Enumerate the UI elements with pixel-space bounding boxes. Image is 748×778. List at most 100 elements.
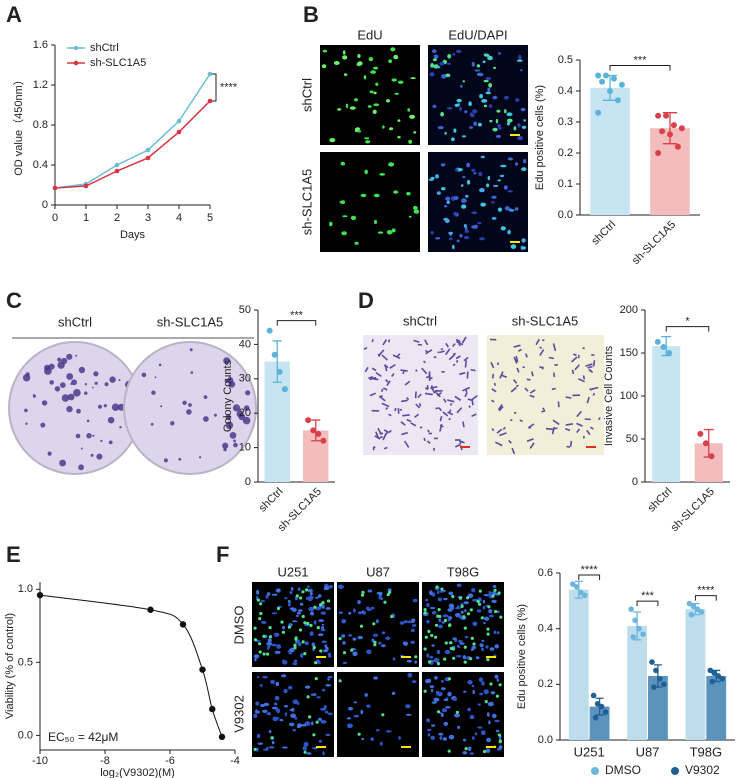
micrograph bbox=[337, 582, 419, 667]
invaded-cell bbox=[582, 375, 586, 380]
invaded-cell bbox=[423, 437, 426, 442]
cell bbox=[308, 715, 312, 719]
cell bbox=[459, 106, 462, 112]
cell bbox=[492, 96, 498, 100]
cell bbox=[388, 590, 392, 594]
invaded-cell bbox=[529, 394, 535, 398]
data-point bbox=[674, 143, 681, 150]
colony bbox=[25, 422, 28, 425]
cell bbox=[342, 661, 348, 665]
cell bbox=[295, 594, 299, 598]
cell bbox=[293, 643, 297, 647]
cell bbox=[478, 677, 483, 682]
cell bbox=[253, 747, 257, 752]
cell bbox=[299, 596, 303, 600]
cell bbox=[324, 710, 329, 714]
colony bbox=[225, 421, 234, 430]
invaded-cell bbox=[384, 446, 388, 450]
data-point bbox=[709, 678, 716, 685]
y-tick-label: 0 bbox=[245, 476, 251, 488]
cell bbox=[296, 725, 301, 729]
invaded-cell bbox=[452, 363, 456, 367]
cell bbox=[342, 215, 348, 218]
cell bbox=[320, 611, 327, 615]
cell bbox=[517, 123, 521, 128]
cell bbox=[507, 229, 511, 235]
cell bbox=[412, 598, 418, 603]
x-tick-label: -6 bbox=[165, 755, 175, 767]
cell bbox=[310, 693, 316, 696]
cell bbox=[482, 60, 486, 64]
cell bbox=[345, 103, 349, 109]
cell bbox=[464, 230, 470, 233]
y-tick-label: 0.2 bbox=[538, 678, 553, 690]
invaded-cell bbox=[525, 353, 528, 358]
cell bbox=[259, 602, 263, 606]
cell bbox=[357, 611, 363, 615]
cell bbox=[426, 603, 430, 608]
cell bbox=[482, 600, 486, 604]
colony bbox=[163, 458, 168, 463]
x-axis-label: log₂(V9302)(M) bbox=[100, 767, 175, 778]
cell bbox=[507, 118, 513, 123]
invaded-cell bbox=[448, 354, 455, 361]
cell bbox=[469, 657, 473, 661]
invaded-cell bbox=[424, 339, 429, 346]
invaded-cell bbox=[490, 362, 495, 369]
cell bbox=[449, 232, 452, 236]
cell bbox=[452, 656, 456, 660]
invaded-cell bbox=[452, 352, 456, 356]
cell bbox=[414, 660, 418, 664]
cell bbox=[342, 55, 348, 60]
colony bbox=[57, 361, 65, 369]
invaded-cell bbox=[369, 376, 377, 381]
cell bbox=[427, 660, 432, 664]
cell bbox=[342, 651, 347, 655]
colony bbox=[223, 357, 231, 365]
invaded-cell bbox=[369, 392, 377, 397]
colony bbox=[94, 381, 98, 385]
cell bbox=[266, 652, 270, 656]
cell bbox=[284, 597, 288, 600]
legend-label: DMSO bbox=[605, 763, 641, 777]
y-tick-label: 0 bbox=[632, 476, 638, 488]
cell bbox=[364, 169, 369, 175]
invaded-cell bbox=[584, 418, 591, 421]
invaded-cell bbox=[448, 409, 452, 413]
cell bbox=[463, 660, 467, 664]
cell bbox=[493, 609, 498, 614]
cell bbox=[344, 73, 348, 76]
cell bbox=[342, 50, 346, 55]
cell bbox=[329, 221, 333, 227]
cell bbox=[452, 244, 455, 250]
cell bbox=[297, 587, 301, 591]
invaded-cell bbox=[545, 427, 554, 431]
cell bbox=[518, 54, 522, 60]
cell bbox=[463, 236, 470, 240]
data-point bbox=[628, 606, 634, 612]
cell bbox=[303, 621, 307, 625]
error-bar bbox=[662, 112, 678, 145]
cell bbox=[442, 614, 449, 618]
cell bbox=[284, 712, 288, 717]
invaded-cell bbox=[454, 395, 462, 401]
cell bbox=[261, 620, 267, 625]
cell bbox=[299, 602, 304, 606]
invaded-cell bbox=[456, 340, 464, 346]
cell bbox=[453, 128, 457, 133]
cell bbox=[340, 200, 346, 205]
colony bbox=[73, 389, 81, 397]
cell bbox=[304, 588, 309, 592]
cell bbox=[288, 652, 293, 655]
data-point bbox=[678, 125, 685, 132]
colony bbox=[190, 371, 194, 374]
invaded-cell bbox=[414, 369, 418, 372]
data-point bbox=[694, 606, 701, 612]
colony bbox=[233, 439, 236, 443]
data-point bbox=[276, 368, 283, 375]
cell bbox=[515, 162, 518, 166]
colony bbox=[222, 442, 229, 449]
cell bbox=[366, 704, 371, 708]
cell bbox=[279, 719, 284, 722]
